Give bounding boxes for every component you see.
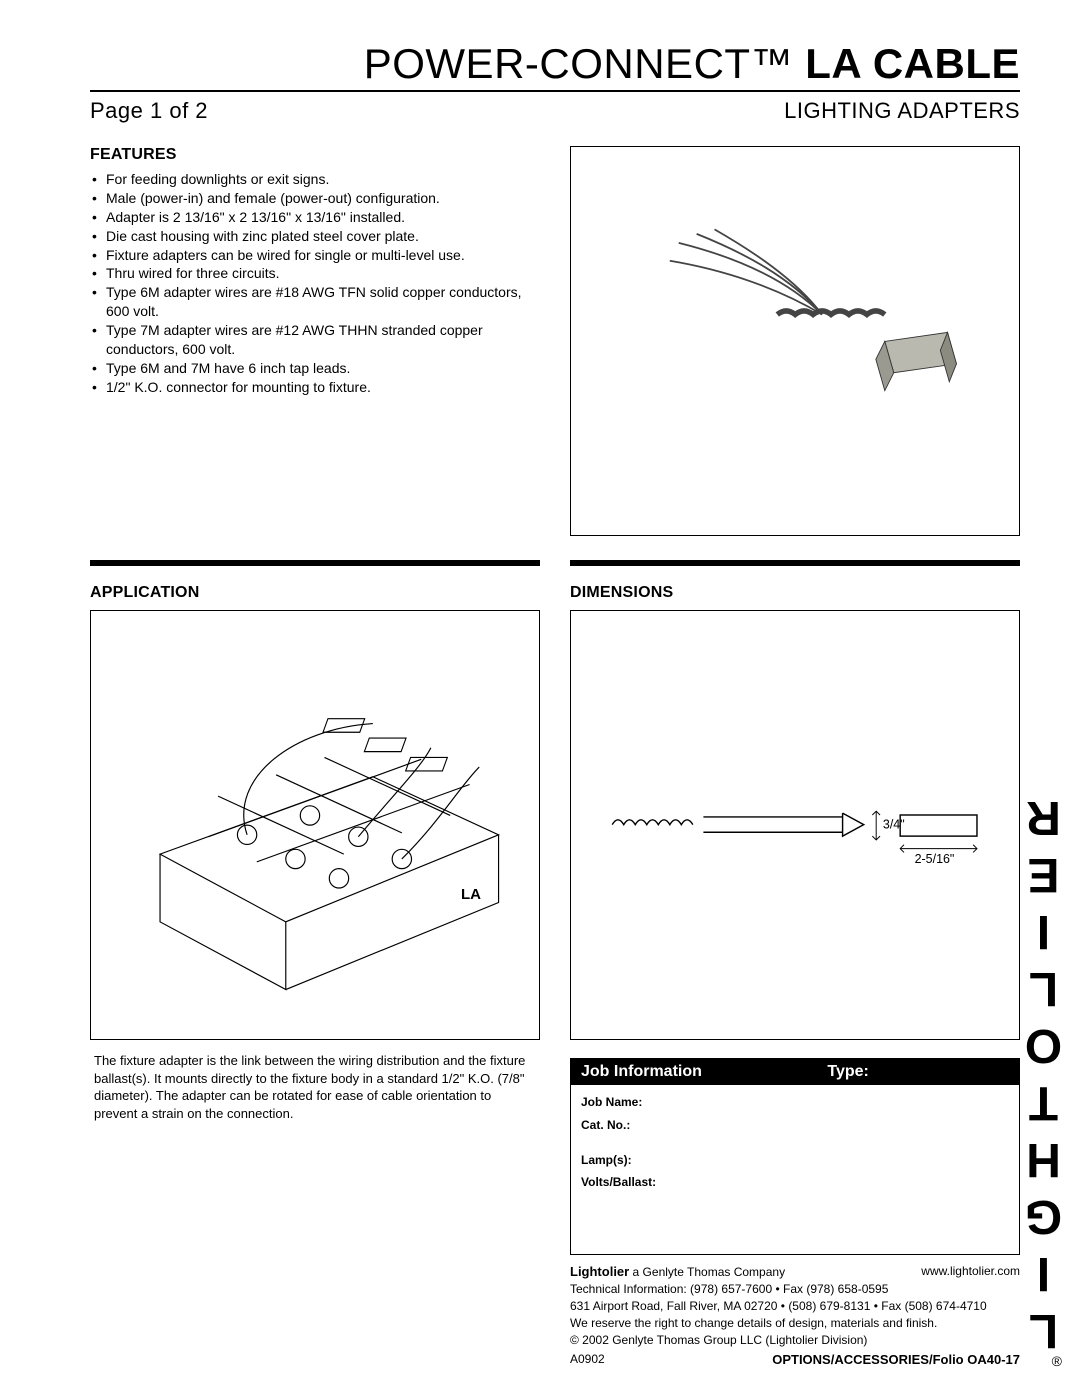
- footer-brand: Lightolier: [570, 1264, 629, 1279]
- footer-folio: OPTIONS/ACCESSORIES/Folio OA40-17: [772, 1351, 1020, 1369]
- lamps-field: Lamp(s):: [581, 1149, 1009, 1172]
- footer-url: www.lightolier.com: [921, 1263, 1020, 1281]
- feature-item: Male (power-in) and female (power-out) c…: [90, 189, 540, 208]
- feature-item: Adapter is 2 13/16" x 2 13/16" x 13/16" …: [90, 208, 540, 227]
- job-info-header: Job Information Type:: [571, 1059, 1019, 1085]
- sub-header: Page 1 of 2 LIGHTING ADAPTERS: [90, 92, 1020, 128]
- brand-vertical-logo: LIGHTOLIER: [1020, 787, 1068, 1357]
- dimensions-section: DIMENSIONS 3/4: [570, 566, 1020, 1369]
- footer-disclaimer: We reserve the right to change details o…: [570, 1315, 1020, 1332]
- features-list: For feeding downlights or exit signs. Ma…: [90, 170, 540, 397]
- dimensions-drawing: 3/4" 2-5/16": [570, 610, 1020, 1040]
- application-svg: [102, 622, 528, 1028]
- job-info-type-label: Type:: [817, 1059, 878, 1085]
- title-bold: LA CABLE: [805, 40, 1020, 87]
- subtitle-right: LIGHTING ADAPTERS: [784, 98, 1020, 124]
- footer-brand-line: Lightolier a Genlyte Thomas Company: [570, 1263, 785, 1281]
- features-title: FEATURES: [90, 146, 540, 164]
- dimensions-title: DIMENSIONS: [570, 584, 1020, 602]
- product-photo: [570, 146, 1020, 536]
- la-callout: LA: [461, 886, 481, 903]
- feature-item: Die cast housing with zinc plated steel …: [90, 227, 540, 246]
- footer-brand-desc: a Genlyte Thomas Company: [629, 1265, 785, 1279]
- title-light: POWER-CONNECT™: [364, 40, 806, 87]
- footer: Lightolier a Genlyte Thomas Company www.…: [570, 1263, 1020, 1369]
- job-information-panel: Job Information Type: Job Name: Cat. No.…: [570, 1058, 1020, 1255]
- page-indicator: Page 1 of 2: [90, 98, 208, 124]
- dim-height-label: 3/4": [883, 818, 905, 832]
- job-info-body: Job Name: Cat. No.: Lamp(s): Volts/Balla…: [571, 1085, 1019, 1254]
- registered-mark: ®: [1052, 1353, 1062, 1369]
- feature-item: Type 7M adapter wires are #12 AWG THHN s…: [90, 321, 540, 359]
- job-info-title: Job Information: [571, 1059, 817, 1085]
- feature-item: Thru wired for three circuits.: [90, 264, 540, 283]
- product-photo-panel: [570, 128, 1020, 536]
- footer-copyright: © 2002 Genlyte Thomas Group LLC (Lightol…: [570, 1332, 1020, 1349]
- features-section: FEATURES For feeding downlights or exit …: [90, 128, 540, 536]
- feature-item: Type 6M adapter wires are #18 AWG TFN so…: [90, 283, 540, 321]
- footer-address: 631 Airport Road, Fall River, MA 02720 •…: [570, 1298, 1020, 1315]
- feature-item: 1/2" K.O. connector for mounting to fixt…: [90, 378, 540, 397]
- feature-item: Type 6M and 7M have 6 inch tap leads.: [90, 359, 540, 378]
- document-title: POWER-CONNECT™ LA CABLE: [90, 40, 1020, 92]
- feature-item: For feeding downlights or exit signs.: [90, 170, 540, 189]
- dim-width-label: 2-5/16": [915, 852, 955, 866]
- dimensions-svg: 3/4" 2-5/16": [593, 767, 996, 882]
- application-caption: The fixture adapter is the link between …: [90, 1052, 540, 1122]
- volts-ballast-field: Volts/Ballast:: [581, 1171, 1009, 1194]
- application-drawing: LA: [90, 610, 540, 1040]
- footer-tech: Technical Information: (978) 657-7600 • …: [570, 1281, 1020, 1298]
- cat-no-field: Cat. No.:: [581, 1114, 1009, 1137]
- job-name-field: Job Name:: [581, 1091, 1009, 1114]
- feature-item: Fixture adapters can be wired for single…: [90, 246, 540, 265]
- cable-illustration: [616, 207, 974, 476]
- footer-code: A0902: [570, 1351, 605, 1369]
- application-section: APPLICATION: [90, 566, 540, 1369]
- application-title: APPLICATION: [90, 584, 540, 602]
